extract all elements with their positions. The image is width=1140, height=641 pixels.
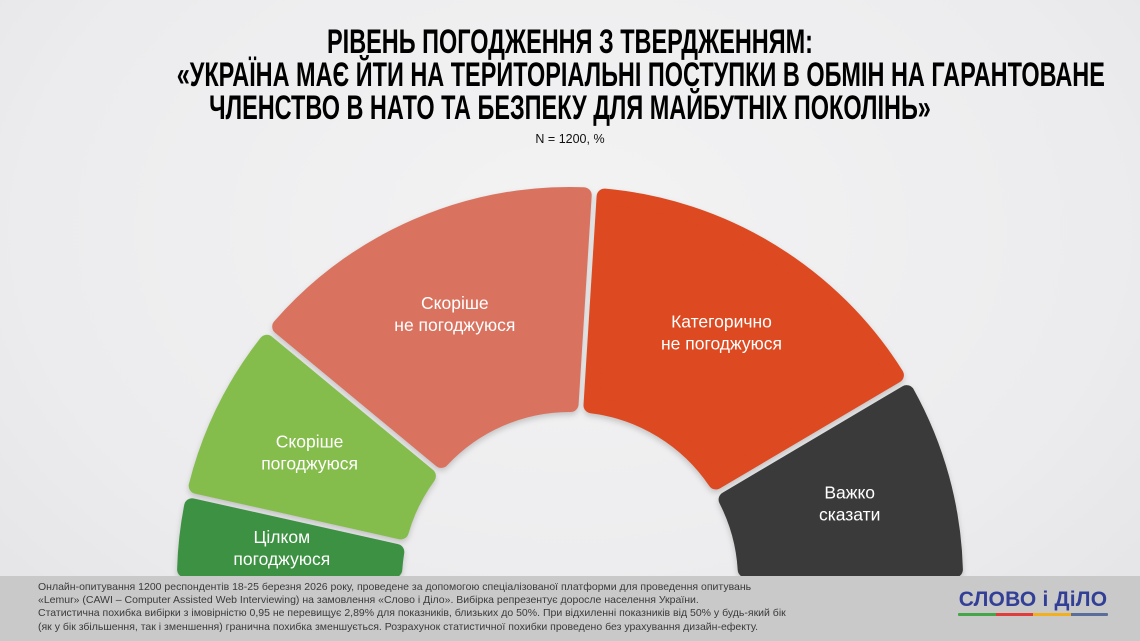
chart-segment-label: Скоріше погоджуюся [261,431,358,473]
chart-segment-label: Скоріше не погоджуюся [394,293,515,335]
chart-segment-5 [718,385,963,576]
footnote-line: «Lemur» (CAWI – Computer Assisted Web In… [38,594,699,607]
chart-segment-1 [177,498,405,576]
chart-segment-label: Цілком погоджуюся [233,527,330,569]
logo-bar-segment [995,613,1033,616]
page-title-line-1: РІВЕНЬ ПОГОДЖЕННЯ З ТВЕРДЖЕННЯМ: [327,23,813,61]
chart-segment-3 [272,186,592,468]
agreement-semicircle-donut-chart: Цілком погоджуюся Скоріше погоджуюся Скоріше… [177,186,963,576]
page-title-line-3: ЧЛЕНСТВО В НАТО ТА БЕЗПЕКУ ДЛЯ МАЙБУТНІХ… [209,89,931,127]
footnote-line: (як у бік збільшення, так і зменшення) г… [38,620,759,633]
methodology-footnote: Онлайн-опитування 1200 респондентів 18-2… [38,581,786,634]
chart-segment-label: Категорично не погоджуюся [661,312,782,354]
logo-color-bar [958,613,1108,616]
chart-segment-2 [188,334,436,540]
chart-segment-label: Важко сказати [819,483,881,525]
sample-size-note: N = 1200, % [535,132,605,146]
slovo-i-dilo-logo: СЛОВО і ДіЛО [958,589,1108,616]
logo-wordmark: СЛОВО і ДіЛО [958,588,1108,611]
footer-bar: Онлайн-опитування 1200 респондентів 18-2… [0,576,1140,641]
title-block: РІВЕНЬ ПОГОДЖЕННЯ З ТВЕРДЖЕННЯМ: «УКРАЇН… [0,23,1140,146]
page-title-line-2: «УКРАЇНА МАЄ ЙТИ НА ТЕРИТОРІАЛЬНІ ПОСТУП… [176,56,1105,94]
logo-bar-segment [1070,613,1108,616]
logo-bar-segment [1033,613,1071,616]
logo-bar-segment [958,613,996,616]
chart-segment-4 [583,188,904,490]
footnote-line: Статистична похибка вибірки з імовірніст… [38,607,786,620]
footnote-line: Онлайн-опитування 1200 респондентів 18-2… [38,581,752,593]
